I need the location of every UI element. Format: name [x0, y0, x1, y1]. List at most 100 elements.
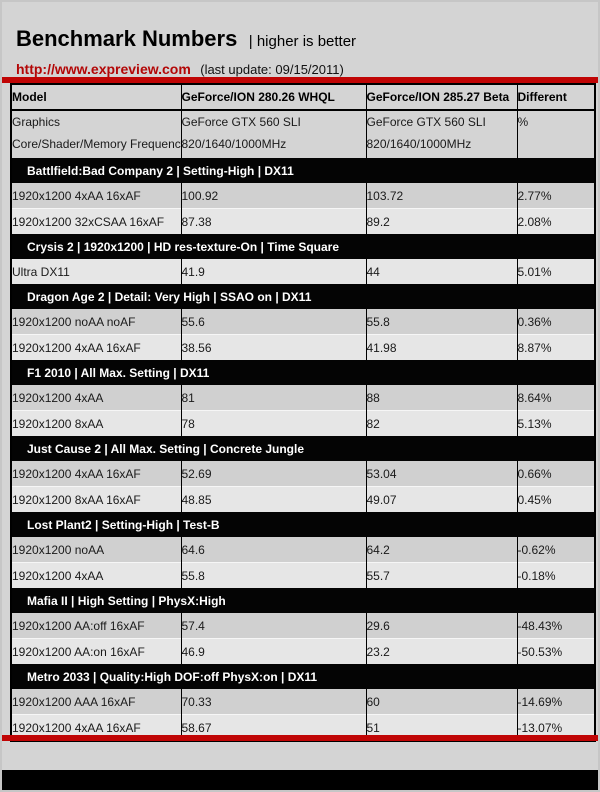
row-diff: -48.43% — [516, 613, 595, 639]
row-value-whql: 55.8 — [180, 562, 366, 588]
col-header-different: Different — [516, 84, 595, 111]
section-header-row: F1 2010 | All Max. Setting | DX11 — [11, 360, 595, 385]
spec-gpu-clocks: 820/1640/1000MHz — [366, 137, 472, 151]
table-row: 1920x1200 AA:off 16xAF 57.4 29.6 -48.43% — [11, 613, 595, 639]
section-title: Just Cause 2 | All Max. Setting | Concre… — [11, 436, 595, 461]
last-update-text: (last update: 09/15/2011) — [200, 62, 344, 77]
row-value-beta: 23.2 — [365, 638, 517, 664]
row-model: 1920x1200 AA:off 16xAF — [11, 613, 181, 639]
table-row: 1920x1200 noAA 64.6 64.2 -0.62% — [11, 537, 595, 563]
row-value-whql: 64.6 — [180, 537, 366, 563]
page-title: Benchmark Numbers — [16, 26, 238, 51]
row-value-whql: 100.92 — [180, 183, 366, 209]
row-diff: -0.62% — [516, 537, 595, 563]
row-value-beta: 89.2 — [365, 208, 517, 234]
row-model: 1920x1200 4xAA 16xAF — [11, 183, 181, 209]
table-row: 1920x1200 4xAA 55.8 55.7 -0.18% — [11, 562, 595, 588]
table-row: 1920x1200 noAA noAF 55.6 55.8 0.36% — [11, 309, 595, 335]
row-value-beta: 60 — [365, 689, 517, 715]
row-value-beta: 44 — [365, 259, 517, 284]
row-value-whql: 78 — [180, 410, 366, 436]
spec-frequency-label: Core/Shader/Memory Frequency — [12, 137, 181, 151]
col-header-driver-280: GeForce/ION 280.26 WHQL — [180, 84, 366, 111]
row-value-whql: 46.9 — [180, 638, 366, 664]
row-model: 1920x1200 4xAA — [11, 385, 181, 411]
spec-graphics-label: Graphics — [12, 115, 61, 129]
row-model: 1920x1200 32xCSAA 16xAF — [11, 208, 181, 234]
row-model: 1920x1200 AA:on 16xAF — [11, 638, 181, 664]
benchmark-table-wrapper: Model GeForce/ION 280.26 WHQL GeForce/IO… — [10, 83, 596, 742]
table-row: 1920x1200 AA:on 16xAF 46.9 23.2 -50.53% — [11, 638, 595, 664]
row-value-whql: 41.9 — [180, 259, 366, 284]
section-header-row: Lost Plant2 | Setting-High | Test-B — [11, 512, 595, 537]
row-value-whql: 48.85 — [180, 486, 366, 512]
table-row: 1920x1200 AAA 16xAF 70.33 60 -14.69% — [11, 689, 595, 715]
row-model: 1920x1200 noAA noAF — [11, 309, 181, 335]
row-diff: 2.08% — [516, 208, 595, 234]
row-value-whql: 70.33 — [180, 689, 366, 715]
column-header-row: Model GeForce/ION 280.26 WHQL GeForce/IO… — [11, 84, 595, 111]
row-model: 1920x1200 8xAA 16xAF — [11, 486, 181, 512]
row-diff: -0.18% — [516, 562, 595, 588]
page-subtitle: | higher is better — [248, 33, 357, 50]
section-title: Mafia II | High Setting | PhysX:High — [11, 588, 595, 613]
row-value-beta: 55.8 — [365, 309, 517, 335]
row-model: 1920x1200 4xAA — [11, 562, 181, 588]
row-model: 1920x1200 4xAA 16xAF — [11, 334, 181, 360]
spec-row: Graphics Core/Shader/Memory Frequency Ge… — [11, 110, 595, 158]
table-row: 1920x1200 8xAA 16xAF 48.85 49.07 0.45% — [11, 486, 595, 512]
table-row: 1920x1200 4xAA 81 88 8.64% — [11, 385, 595, 411]
source-url-link[interactable]: http://www.expreview.com — [16, 61, 191, 77]
row-value-beta: 88 — [365, 385, 517, 411]
row-model: 1920x1200 8xAA — [11, 410, 181, 436]
spec-gpu-name: GeForce GTX 560 SLI — [366, 115, 486, 129]
section-header-row: Dragon Age 2 | Detail: Very High | SSAO … — [11, 284, 595, 309]
spec-driver-280-cell: GeForce GTX 560 SLI 820/1640/1000MHz — [180, 110, 366, 158]
spec-percent-cell: % — [516, 110, 595, 158]
row-value-whql: 81 — [180, 385, 366, 411]
section-title: Lost Plant2 | Setting-High | Test-B — [11, 512, 595, 537]
bottom-divider-bar — [2, 735, 598, 741]
row-value-whql: 87.38 — [180, 208, 366, 234]
section-title: Crysis 2 | 1920x1200 | HD res-texture-On… — [11, 234, 595, 259]
footer-black-bar — [2, 770, 598, 790]
col-header-model: Model — [11, 84, 181, 111]
table-row: 1920x1200 4xAA 16xAF 38.56 41.98 8.87% — [11, 334, 595, 360]
row-value-beta: 41.98 — [365, 334, 517, 360]
percent-label: % — [517, 115, 529, 129]
table-row: 1920x1200 4xAA 16xAF 52.69 53.04 0.66% — [11, 461, 595, 487]
section-header-row: Metro 2033 | Quality:High DOF:off PhysX:… — [11, 664, 595, 689]
section-title: Metro 2033 | Quality:High DOF:off PhysX:… — [11, 664, 595, 689]
row-diff: -50.53% — [516, 638, 595, 664]
section-header-row: Just Cause 2 | All Max. Setting | Concre… — [11, 436, 595, 461]
row-diff: -14.69% — [516, 689, 595, 715]
row-diff: 0.36% — [516, 309, 595, 335]
section-header-row: Mafia II | High Setting | PhysX:High — [11, 588, 595, 613]
benchmark-table: Model GeForce/ION 280.26 WHQL GeForce/IO… — [10, 83, 596, 742]
row-value-beta: 29.6 — [365, 613, 517, 639]
row-value-beta: 103.72 — [365, 183, 517, 209]
table-row: 1920x1200 4xAA 16xAF 100.92 103.72 2.77% — [11, 183, 595, 209]
row-value-beta: 53.04 — [365, 461, 517, 487]
row-diff: 8.87% — [516, 334, 595, 360]
row-value-beta: 64.2 — [365, 537, 517, 563]
row-model: 1920x1200 AAA 16xAF — [11, 689, 181, 715]
section-header-row: Crysis 2 | 1920x1200 | HD res-texture-On… — [11, 234, 595, 259]
col-header-driver-285: GeForce/ION 285.27 Beta — [365, 84, 517, 111]
row-value-beta: 49.07 — [365, 486, 517, 512]
row-model: 1920x1200 4xAA 16xAF — [11, 461, 181, 487]
spec-model-cell: Graphics Core/Shader/Memory Frequency — [11, 110, 181, 158]
table-row: 1920x1200 32xCSAA 16xAF 87.38 89.2 2.08% — [11, 208, 595, 234]
row-diff: 0.66% — [516, 461, 595, 487]
row-value-whql: 52.69 — [180, 461, 366, 487]
table-row: 1920x1200 8xAA 78 82 5.13% — [11, 410, 595, 436]
row-value-beta: 55.7 — [365, 562, 517, 588]
section-title: Battlfield:Bad Company 2 | Setting-High … — [11, 158, 595, 183]
spec-gpu-name: GeForce GTX 560 SLI — [181, 115, 301, 129]
source-line: http://www.expreview.com (last update: 0… — [16, 61, 344, 79]
row-model: 1920x1200 noAA — [11, 537, 181, 563]
row-diff: 0.45% — [516, 486, 595, 512]
section-title: F1 2010 | All Max. Setting | DX11 — [11, 360, 595, 385]
table-row: Ultra DX11 41.9 44 5.01% — [11, 259, 595, 284]
